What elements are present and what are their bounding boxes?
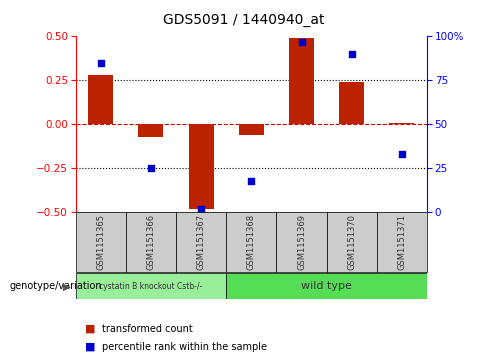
Text: ■: ■: [85, 342, 96, 352]
Text: genotype/variation: genotype/variation: [10, 281, 102, 291]
Text: GSM1151365: GSM1151365: [96, 214, 105, 270]
Bar: [88, 75, 113, 124]
Text: GDS5091 / 1440940_at: GDS5091 / 1440940_at: [163, 13, 325, 27]
Text: GSM1151371: GSM1151371: [397, 214, 407, 270]
FancyBboxPatch shape: [76, 273, 226, 299]
Text: ■: ■: [85, 323, 96, 334]
Point: [197, 206, 205, 212]
FancyBboxPatch shape: [226, 212, 276, 272]
Bar: [239, 124, 264, 135]
Point: [348, 51, 356, 57]
Point: [247, 178, 255, 184]
Text: GSM1151367: GSM1151367: [197, 214, 205, 270]
FancyBboxPatch shape: [326, 212, 377, 272]
Bar: [188, 124, 214, 209]
Point: [398, 151, 406, 157]
FancyBboxPatch shape: [176, 212, 226, 272]
FancyBboxPatch shape: [276, 212, 326, 272]
FancyBboxPatch shape: [377, 212, 427, 272]
Point: [97, 60, 104, 66]
Text: wild type: wild type: [301, 281, 352, 291]
Text: ▶: ▶: [63, 281, 71, 291]
Text: GSM1151366: GSM1151366: [146, 214, 156, 270]
FancyBboxPatch shape: [126, 212, 176, 272]
FancyBboxPatch shape: [226, 273, 427, 299]
Text: GSM1151370: GSM1151370: [347, 214, 356, 270]
Point: [147, 166, 155, 171]
FancyBboxPatch shape: [76, 212, 126, 272]
Text: GSM1151368: GSM1151368: [247, 214, 256, 270]
Bar: [389, 123, 414, 124]
Text: GSM1151369: GSM1151369: [297, 214, 306, 270]
Text: cystatin B knockout Cstb-/-: cystatin B knockout Cstb-/-: [99, 282, 203, 291]
Bar: [339, 82, 364, 124]
Point: [298, 39, 305, 45]
Text: percentile rank within the sample: percentile rank within the sample: [102, 342, 267, 352]
Bar: [289, 38, 314, 124]
Text: transformed count: transformed count: [102, 323, 193, 334]
Bar: [139, 124, 163, 136]
